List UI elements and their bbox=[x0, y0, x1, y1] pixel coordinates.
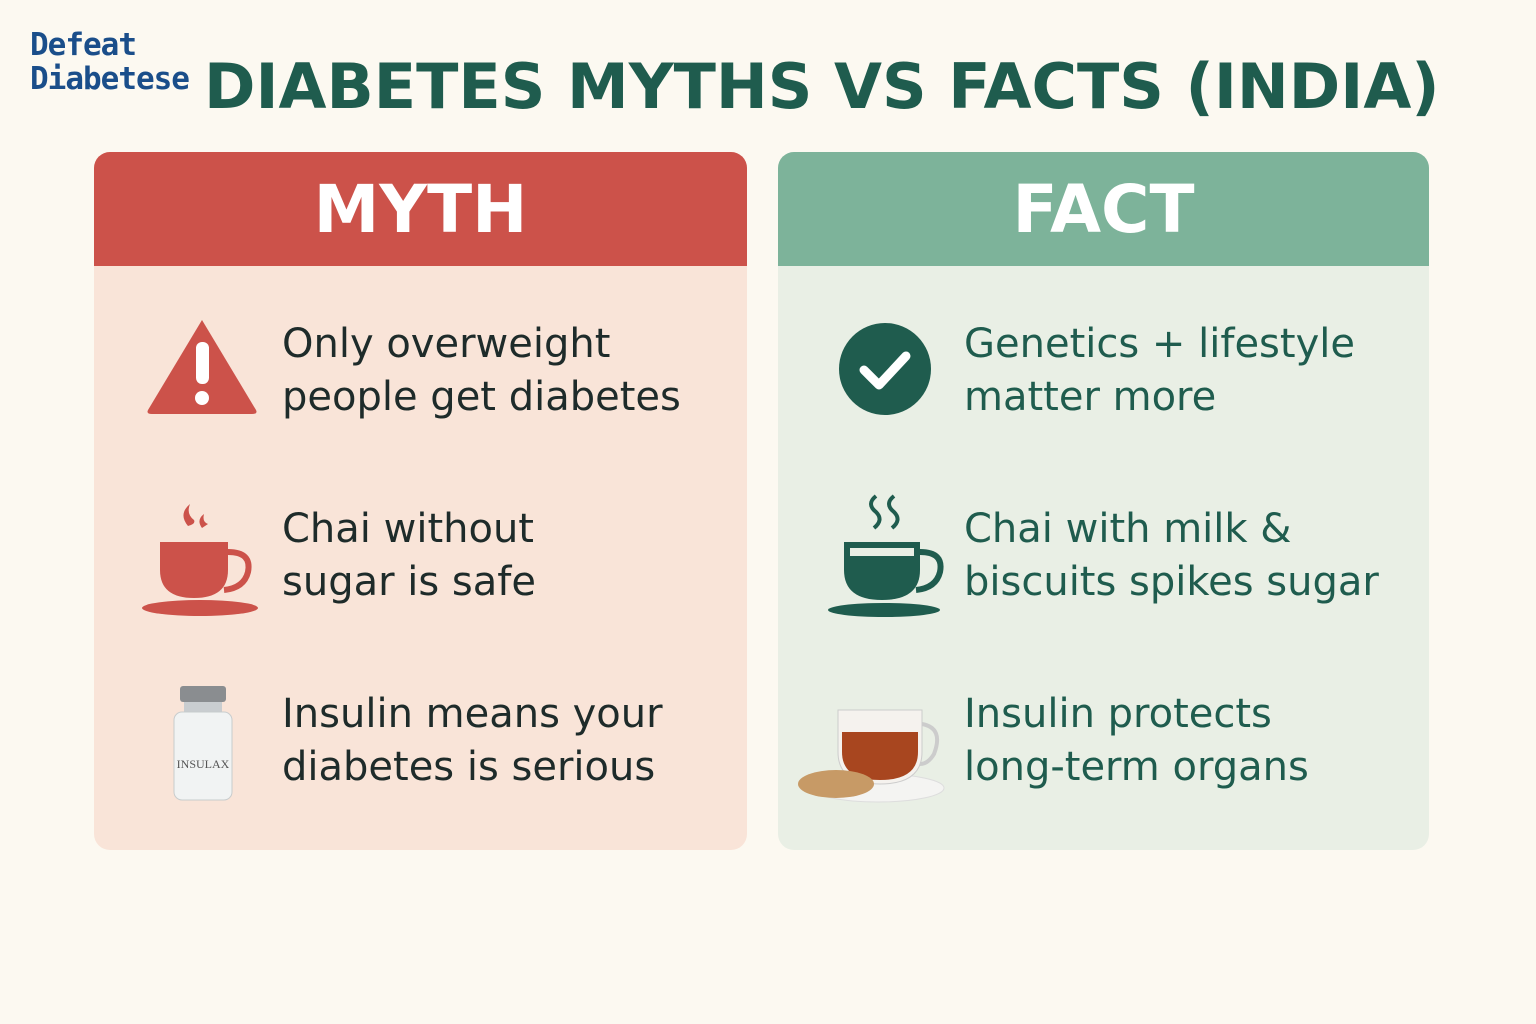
text-line: Insulin means your bbox=[282, 691, 663, 737]
panel-header: FACT bbox=[778, 152, 1429, 266]
warning-icon bbox=[147, 320, 257, 414]
fact-item: Chai with milk & biscuits spikes sugar bbox=[964, 503, 1379, 609]
text-line: Chai without bbox=[282, 506, 534, 552]
text-line: diabetes is serious bbox=[282, 744, 656, 790]
myth-item: Insulin means your diabetes is serious bbox=[282, 688, 663, 794]
cup-icon bbox=[142, 504, 258, 616]
text-line: Only overweight bbox=[282, 321, 611, 367]
text-line: people get diabetes bbox=[282, 374, 681, 420]
fact-item: Genetics + lifestyle matter more bbox=[964, 318, 1355, 424]
text-line: long-term organs bbox=[964, 744, 1309, 790]
text-line: Chai with milk & bbox=[964, 506, 1292, 552]
check-icon bbox=[839, 323, 931, 415]
text-line: sugar is safe bbox=[282, 559, 536, 605]
text-line: matter more bbox=[964, 374, 1217, 420]
logo-line: Diabetese bbox=[30, 61, 190, 97]
panel-header: MYTH bbox=[94, 152, 747, 266]
text-line: Genetics + lifestyle bbox=[964, 321, 1355, 367]
fact-panel: FACT Genetics + lifestyle matter more Ch… bbox=[778, 152, 1429, 850]
text-line: biscuits spikes sugar bbox=[964, 559, 1379, 605]
myth-item: Chai without sugar is safe bbox=[282, 503, 536, 609]
fact-item: Insulin protects long-term organs bbox=[964, 688, 1309, 794]
logo-line: Defeat bbox=[30, 27, 137, 63]
vial-icon: INSULAX bbox=[173, 686, 233, 801]
page-title: DIABETES MYTHS VS FACTS (INDIA) bbox=[204, 50, 1440, 123]
cup-icon bbox=[828, 494, 944, 617]
tea-photo bbox=[798, 709, 945, 803]
vial-label: INSULAX bbox=[177, 757, 230, 771]
myth-panel: MYTH Only overweight people get diabetes… bbox=[94, 152, 747, 850]
logo: Defeat Diabetese bbox=[30, 27, 190, 97]
myth-item: Only overweight people get diabetes bbox=[282, 318, 681, 424]
text-line: Insulin protects bbox=[964, 691, 1272, 737]
